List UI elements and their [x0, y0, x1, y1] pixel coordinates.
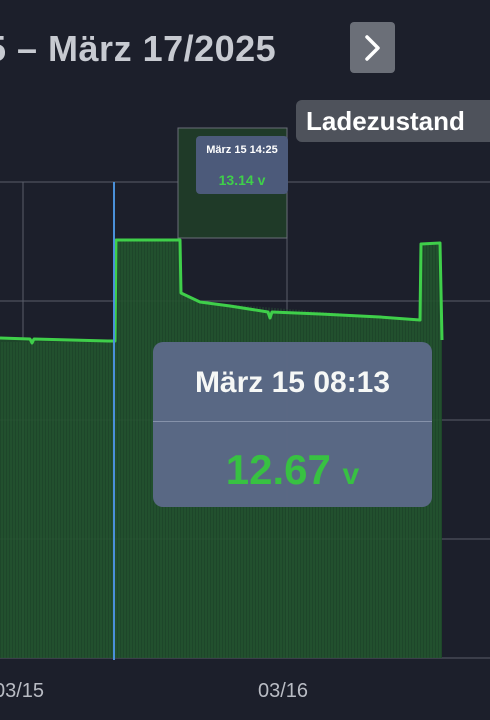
data-tooltip: März 15 08:13 12.67 v	[153, 342, 432, 507]
tooltip-unit: v	[342, 458, 360, 491]
tooltip-value-wrap: 12.67 v	[153, 446, 432, 494]
mini-tooltip-time: März 15 14:25	[206, 144, 278, 156]
series-label: Ladezustand	[296, 100, 490, 142]
next-range-button[interactable]	[350, 22, 395, 73]
tooltip-divider	[153, 421, 432, 422]
x-tick-label: 03/15	[0, 680, 45, 702]
tooltip-time: März 15 08:13	[194, 366, 391, 399]
date-range-title: 5 – März 17/2025	[0, 28, 277, 69]
tooltip-value: 12.67	[225, 446, 331, 493]
mini-tooltip-value: 13.14 v	[218, 172, 266, 188]
x-tick-label: 03/16	[258, 680, 309, 702]
chevron-right-icon	[364, 34, 380, 61]
series-line	[0, 238, 444, 345]
mini-tooltip: März 15 14:25 13.14 v	[196, 136, 288, 194]
